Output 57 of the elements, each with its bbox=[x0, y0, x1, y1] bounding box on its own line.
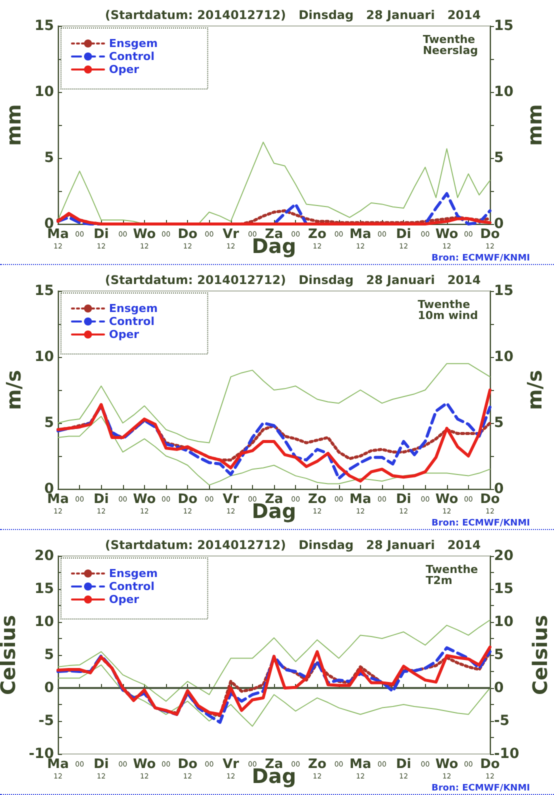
y2-tick-label: 15 bbox=[494, 18, 514, 34]
line-series bbox=[58, 416, 490, 486]
y2-axis-title: mm bbox=[522, 104, 546, 146]
annotation: Twenthe T2m bbox=[426, 563, 478, 587]
line-series bbox=[58, 363, 490, 444]
legend-label: Ensgem bbox=[109, 302, 158, 315]
y-tick-label: 10 bbox=[34, 349, 54, 365]
line-series bbox=[58, 620, 490, 702]
y2-tick-label: 0 bbox=[494, 481, 504, 497]
y-tick-label: 15 bbox=[34, 18, 54, 34]
legend-label: Oper bbox=[109, 63, 140, 76]
legend-label: Control bbox=[109, 315, 154, 328]
legend-label: Ensgem bbox=[109, 37, 158, 50]
y2-tick-label: 5 bbox=[494, 415, 504, 431]
line-series bbox=[58, 664, 490, 727]
y2-axis-title: Celsius bbox=[528, 615, 552, 695]
y2-tick-label: 15 bbox=[494, 283, 514, 299]
y-tick-label: 5 bbox=[44, 150, 54, 166]
y2-tick-label: 20 bbox=[494, 548, 514, 564]
y-tick-label: 20 bbox=[34, 548, 54, 564]
legend-label: Control bbox=[109, 50, 154, 63]
text: Bron: ECMWF/KNMI bbox=[431, 254, 530, 264]
y2-tick-label: -5 bbox=[494, 713, 510, 729]
y2-axis-title: m/s bbox=[522, 370, 546, 410]
y2-tick-label: 0 bbox=[494, 680, 504, 696]
line-series bbox=[56, 402, 492, 480]
y2-tick-label: 0 bbox=[494, 216, 504, 232]
legend-label: Control bbox=[109, 580, 154, 593]
annotation: Twenthe 10m wind bbox=[418, 298, 478, 322]
y-tick-label: 0 bbox=[44, 680, 54, 696]
chart-title: (Startdatum: 2014012712) Dinsdag 28 Januari 2014 bbox=[105, 538, 481, 552]
chart-title: (Startdatum: 2014012712) Dinsdag 28 Januari 2014 bbox=[105, 273, 481, 287]
y-axis-title: m/s bbox=[2, 370, 26, 410]
chart-title: (Startdatum: 2014012712) Dinsdag 28 Januari 2014 bbox=[105, 8, 481, 22]
y-axis-title: Celsius bbox=[0, 615, 20, 695]
text: Bron: ECMWF/KNMI bbox=[431, 518, 530, 528]
legend-label: Oper bbox=[109, 328, 140, 341]
legend-label: Oper bbox=[109, 593, 140, 606]
legend-label: Ensgem bbox=[109, 567, 158, 580]
y-tick-label: 5 bbox=[44, 647, 54, 663]
y-axis-title: mm bbox=[2, 104, 26, 146]
text: Bron: ECMWF/KNMI bbox=[431, 784, 530, 794]
y-tick-label: 10 bbox=[34, 614, 54, 630]
y-tick-label: 10 bbox=[34, 84, 54, 100]
annotation: Twenthe Neerslag bbox=[422, 33, 478, 57]
y2-tick-label: 10 bbox=[494, 349, 514, 365]
y2-tick-label: 10 bbox=[494, 84, 514, 100]
y-tick-label: 15 bbox=[34, 581, 54, 597]
y-tick-label: 5 bbox=[44, 415, 54, 431]
y-tick-label: 15 bbox=[34, 283, 54, 299]
y-tick-label: -5 bbox=[38, 713, 54, 729]
y2-tick-label: 15 bbox=[494, 581, 514, 597]
line-series bbox=[56, 388, 492, 483]
y2-tick-label: 5 bbox=[494, 647, 504, 663]
y2-tick-label: 5 bbox=[494, 150, 504, 166]
y2-tick-label: 10 bbox=[494, 614, 514, 630]
y2-tick-label: -10 bbox=[494, 746, 520, 762]
